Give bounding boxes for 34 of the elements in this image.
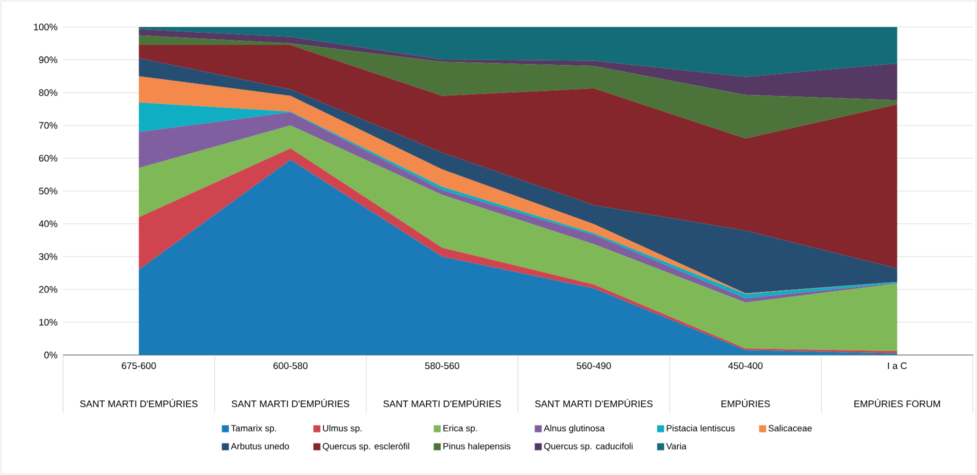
y-tick-label: 0% (44, 352, 58, 358)
y-tick-label: 70% (39, 122, 58, 129)
legend-label: Pinus halepensis (443, 442, 510, 452)
x-tick-label: I a C (888, 362, 907, 370)
legend-label: Quercus sp. caducifoli (544, 442, 633, 452)
y-tick-label: 30% (38, 253, 58, 260)
x-tick-label: 600-580 (274, 362, 308, 370)
legend-label: Tamarix sp. (231, 424, 276, 434)
legend-label: Erica sp. (443, 424, 477, 434)
text: SANT MARTI D'EMPÚRIES (383, 398, 501, 408)
text: EMPÚRIES FORUM (854, 398, 940, 408)
x-tick-label: 675-600 (122, 362, 156, 370)
y-tick-label: 50% (38, 188, 58, 194)
text: SANT MARTI D'EMPÚRIES (535, 398, 653, 408)
legend-label: Ulmus sp. (323, 424, 362, 434)
legend-label: Quercus sp. escleròfil (322, 442, 410, 452)
y-tick-label: 60% (39, 154, 58, 162)
y-tick-label: 80% (39, 89, 58, 96)
y-tick-label: 40% (38, 220, 58, 228)
y-tick-label: 10% (39, 318, 58, 326)
legend-label: Varia (666, 442, 686, 450)
legend-label: Arbutus unedo (230, 442, 289, 450)
y-tick-label: 20% (39, 286, 58, 293)
legend-label: Alnus glutinosa (544, 424, 605, 434)
x-tick-label: 580-560 (425, 362, 460, 370)
text: SANT MARTI D'EMPÚRIES (232, 398, 350, 408)
legend-label: Salicaceae (768, 424, 812, 432)
legend-label: Pistacia lentiscus (666, 424, 735, 432)
text: SANT MARTI D'EMPÚRIES (80, 398, 198, 408)
x-tick-label: 560-490 (576, 362, 611, 370)
y-tick-label: 90% (39, 56, 58, 64)
text: EMPÚRIES (721, 398, 770, 408)
x-tick-label: 450-400 (728, 362, 763, 370)
y-tick-label: 100% (34, 24, 58, 30)
